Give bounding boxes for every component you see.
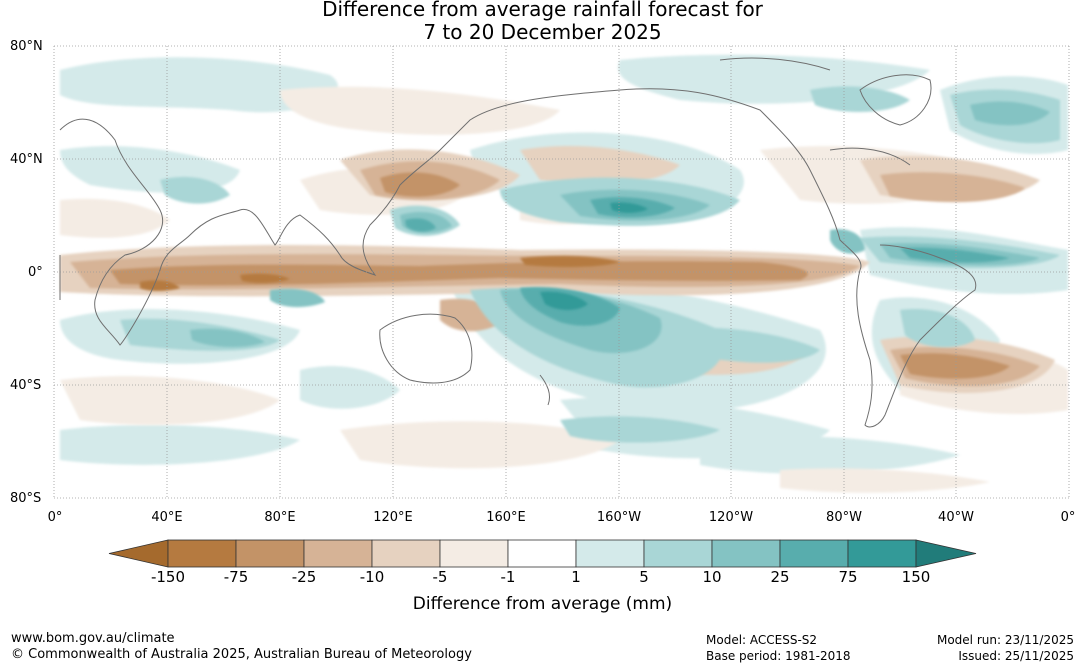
- footer-base-period: Base period: 1981-2018: [706, 649, 851, 663]
- anomaly-minus-75-to-minus-150-regions: [140, 255, 620, 291]
- map-gridlines: [53, 45, 1070, 499]
- lon-label-80w: 80°W: [826, 510, 862, 525]
- colorbar-bin: [711, 539, 781, 568]
- chart-title-line-1: Difference from average rainfall forecas…: [322, 0, 763, 21]
- colorbar-tick-label: -1: [500, 568, 516, 586]
- lon-label-120w: 120°W: [708, 510, 754, 525]
- chart-title-line-2: 7 to 20 December 2025: [423, 20, 662, 44]
- colorbar-tick-label: 10: [702, 568, 722, 586]
- lat-label-40s: 40°S: [10, 378, 42, 393]
- footer-url: www.bom.gov.au/climate: [11, 631, 175, 646]
- lon-label-160e: 160°E: [486, 510, 526, 525]
- colorbar-bin: [643, 539, 713, 568]
- lon-label-40w: 40°W: [938, 510, 974, 525]
- colorbar-tick-label: 150: [901, 568, 931, 586]
- footer-issued: Issued: 25/11/2025: [958, 649, 1074, 663]
- colorbar-bin: [235, 539, 305, 568]
- footer-model-run: Model run: 23/11/2025: [936, 633, 1074, 647]
- lon-label-120e: 120°E: [373, 510, 413, 525]
- anomaly-75-to-150-regions: [540, 202, 648, 310]
- colorbar-extend-low: [108, 539, 169, 568]
- colorbar-bin: [507, 539, 577, 568]
- colorbar-bin: [371, 539, 441, 568]
- colorbar-title: Difference from average (mm): [412, 594, 673, 614]
- colorbar-extend-high: [915, 539, 977, 568]
- colorbar-tick-label: -5: [432, 568, 448, 586]
- colorbar-bin: [847, 539, 917, 568]
- colorbar-tick-label: 25: [770, 568, 790, 586]
- colorbar-bin: [575, 539, 645, 568]
- anomaly-field: [54, 46, 1069, 498]
- colorbar-tick-label: -25: [291, 568, 317, 586]
- colorbar-bin: [439, 539, 509, 568]
- lat-label-80n: 80°N: [10, 39, 43, 54]
- lon-label-160w: 160°W: [596, 510, 642, 525]
- colorbar-tick-label: 5: [639, 568, 649, 586]
- colorbar-tick-label: -10: [359, 568, 385, 586]
- lat-label-equator: 0°: [28, 265, 43, 280]
- colorbar-bin: [779, 539, 849, 568]
- colorbar: [108, 539, 977, 568]
- lon-label-0: 0°: [47, 510, 63, 525]
- lon-label-80e: 80°E: [264, 510, 296, 525]
- footer-model: Model: ACCESS-S2: [706, 633, 818, 647]
- colorbar-bin: [303, 539, 373, 568]
- colorbar-bin: [167, 539, 237, 568]
- colorbar-tick-label: -75: [223, 568, 249, 586]
- lat-label-40n: 40°N: [10, 152, 43, 167]
- footer-copyright: © Commonwealth of Australia 2025, Austra…: [11, 647, 472, 662]
- colorbar-tick-label: -150: [150, 568, 186, 586]
- lon-label-0-east: 0°: [1060, 510, 1076, 525]
- coastlines: [59, 57, 977, 428]
- colorbar-tick-label: 75: [838, 568, 858, 586]
- lat-label-80s: 80°S: [10, 491, 42, 506]
- lon-label-40e: 40°E: [151, 510, 183, 525]
- colorbar-tick-label: 1: [571, 568, 581, 586]
